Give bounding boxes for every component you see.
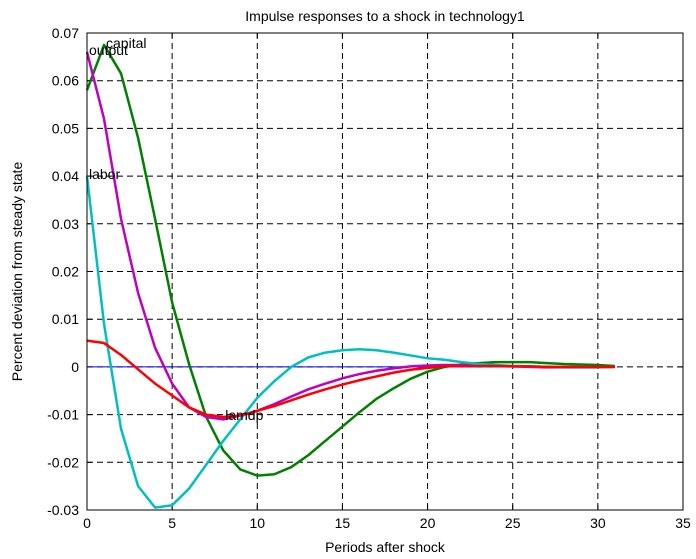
grid — [87, 33, 683, 510]
x-tick-label: 5 — [168, 515, 176, 531]
x-tick-label: 25 — [505, 515, 521, 531]
series-line-capital — [87, 45, 615, 476]
y-tick-label: 0.04 — [52, 168, 79, 184]
y-tick-label: 0.06 — [52, 73, 79, 89]
y-tick-label: -0.03 — [47, 502, 79, 518]
y-tick-label: -0.02 — [47, 454, 79, 470]
x-tick-label: 15 — [335, 515, 351, 531]
x-tick-label: 20 — [420, 515, 436, 531]
plot-frame — [87, 33, 683, 510]
y-axis-title: Percent deviation from steady state — [9, 162, 25, 382]
axis-ticks: 0 5 10 15 20 25 30 35 -0.03 -0.02 -0.01 0 0.01 0.02 0.… — [47, 25, 691, 531]
x-tick-label: 30 — [590, 515, 606, 531]
y-tick-label: 0.07 — [52, 25, 79, 41]
y-tick-label: 0.02 — [52, 264, 79, 280]
x-axis-title: Periods after shock — [325, 539, 446, 555]
series-label-output: output — [89, 42, 128, 58]
series-label-labor: labor — [89, 166, 120, 182]
y-tick-label: 0.01 — [52, 311, 79, 327]
x-tick-label: 35 — [675, 515, 691, 531]
y-tick-label: 0 — [71, 359, 79, 375]
y-tick-label: 0.05 — [52, 120, 79, 136]
series-label-lamdp: lamdp — [225, 407, 263, 423]
y-tick-label: 0.03 — [52, 216, 79, 232]
series-line-lamdp — [87, 341, 615, 417]
series-group — [87, 45, 615, 508]
series-line-labor — [87, 176, 615, 508]
x-tick-label: 10 — [249, 515, 265, 531]
x-tick-label: 0 — [83, 515, 91, 531]
y-tick-label: -0.01 — [47, 407, 79, 423]
series-line-output — [87, 52, 615, 419]
chart-title: Impulse responses to a shock in technolo… — [245, 8, 525, 24]
